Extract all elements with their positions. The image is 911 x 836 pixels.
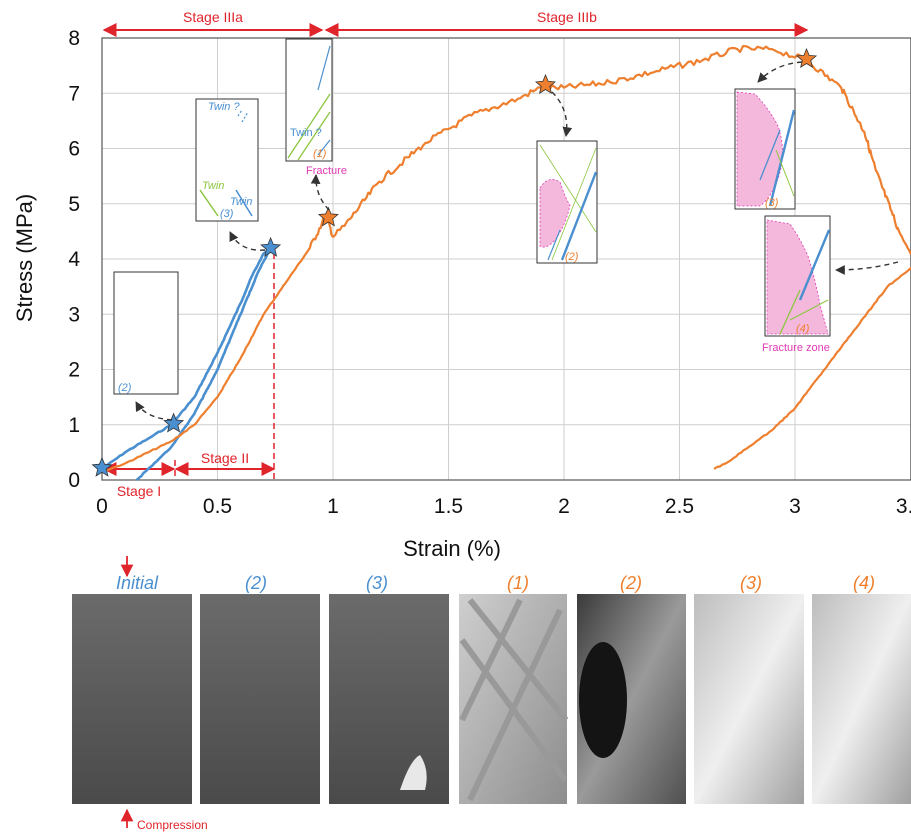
series-line-0 — [101, 246, 272, 481]
x-axis-ticks: 0 0.5 1 1.5 2 2.5 3 3.5 — [96, 495, 911, 518]
stage-annotations: Stage IIIa Stage IIIb Stage I Stage II — [102, 9, 809, 499]
inset-sketch-twin: Twin ? Twin Twin (3) — [195, 98, 259, 222]
x-tick-label-5: 2.5 — [665, 495, 694, 518]
photo-4-orange — [812, 594, 911, 804]
data-markers — [91, 47, 818, 477]
leader-arrow-4 — [551, 91, 573, 137]
photo-3-blue — [329, 594, 449, 804]
y-tick-label-0: 0 — [68, 469, 80, 492]
photo-1-orange-twins — [459, 598, 569, 802]
plot-frame — [101, 37, 911, 481]
star-marker-2 — [260, 236, 282, 257]
stage-ii-label: Stage II — [201, 450, 249, 466]
stage-iiia-label: Stage IIIa — [183, 9, 243, 25]
photo-3-blue-damage — [400, 755, 427, 790]
inset-label-4: (4) — [796, 323, 810, 335]
photo-strip: Initial (2) (3) (1) (2) (3) (4) Compress… — [72, 556, 911, 832]
stage-i-label: Stage I — [117, 483, 161, 499]
caption-4: (2) — [620, 573, 642, 593]
inset-sketch-damage-2: (2) — [536, 140, 598, 264]
inset-label-2: (2) — [118, 382, 132, 394]
y-axis-ticks: 0 1 2 3 4 5 6 7 8 — [68, 27, 80, 492]
y-tick-label-3: 3 — [68, 303, 80, 326]
photo-2-orange-dark-zone — [579, 642, 627, 758]
leader-arrow-1 — [135, 401, 173, 421]
x-axis-label: Strain (%) — [403, 536, 501, 561]
inset-twin-blue: Twin — [230, 196, 252, 208]
inset-label-2-orange: (2) — [565, 251, 579, 263]
leader-arrow-6 — [835, 261, 899, 275]
data-series — [101, 45, 911, 481]
inset-sketch-damage-4: (4) Fracture zone — [762, 215, 831, 354]
fracture-zone-label: Fracture zone — [762, 342, 830, 354]
y-tick-label-6: 6 — [68, 138, 80, 161]
inset-twin-q2: Twin ? — [290, 127, 322, 139]
star-marker-1 — [163, 412, 185, 433]
y-tick-label-1: 1 — [68, 414, 80, 437]
x-tick-label-3: 1.5 — [434, 495, 463, 518]
photo-2-blue — [200, 594, 320, 804]
fracture-label: Fracture — [306, 165, 347, 177]
compression-label: Compression — [137, 818, 208, 832]
inset-sketch-damage-3: (3) — [734, 88, 796, 210]
inset-twin-green: Twin — [202, 180, 224, 192]
inset-label-3-orange: (3) — [765, 197, 779, 209]
y-tick-label-8: 8 — [68, 27, 80, 50]
caption-0: Initial — [116, 573, 159, 593]
stage-iiib-label: Stage IIIb — [537, 9, 597, 25]
caption-3: (1) — [507, 573, 529, 593]
leader-arrows — [135, 61, 899, 421]
photo-initial — [72, 594, 192, 804]
inset-sketch-fracture: Twin ? (1) Fracture — [285, 38, 347, 177]
leader-arrow-3 — [310, 174, 330, 211]
inset-label-3: (3) — [220, 208, 234, 220]
inset-twin-question: Twin ? — [208, 101, 240, 113]
y-tick-label-5: 5 — [68, 193, 80, 216]
inset-label-1: (1) — [313, 148, 327, 160]
star-marker-3 — [317, 206, 339, 227]
y-tick-label-7: 7 — [68, 82, 80, 105]
y-tick-label-2: 2 — [68, 359, 80, 382]
x-tick-label-7: 3.5 — [896, 495, 911, 518]
star-marker-4 — [535, 73, 556, 94]
photo-3-orange — [694, 594, 804, 804]
star-marker-0 — [91, 456, 113, 477]
caption-6: (4) — [853, 573, 875, 593]
x-tick-label-4: 2 — [558, 495, 570, 518]
series-line-1 — [101, 45, 911, 473]
x-tick-label-6: 3 — [789, 495, 801, 518]
caption-1: (2) — [245, 573, 267, 593]
inset-sketch-initial: (2) — [113, 271, 179, 395]
leader-arrow-5 — [757, 61, 803, 83]
y-tick-label-4: 4 — [68, 248, 80, 271]
x-tick-label-1: 0.5 — [203, 495, 232, 518]
x-tick-label-0: 0 — [96, 495, 108, 518]
x-tick-label-2: 1 — [327, 495, 339, 518]
leader-arrow-2 — [229, 231, 266, 251]
caption-2: (3) — [366, 573, 388, 593]
caption-5: (3) — [740, 573, 762, 593]
star-marker-5 — [795, 47, 818, 68]
y-axis-label: Stress (MPa) — [12, 194, 37, 322]
